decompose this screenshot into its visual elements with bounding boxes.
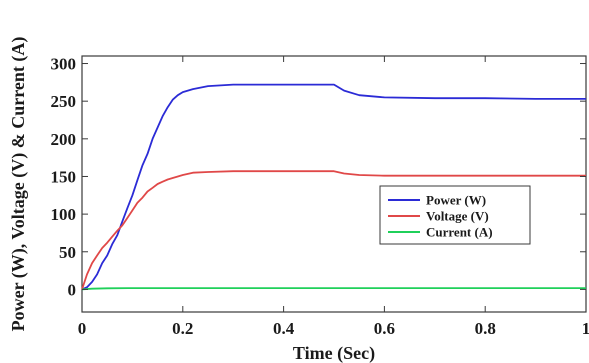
legend-label: Voltage (V): [426, 209, 489, 224]
series-line-current-a: [81, 287, 586, 291]
y-tick-label: 50: [59, 243, 76, 262]
y-tick-label: 0: [68, 280, 77, 299]
series-layer: [81, 83, 586, 291]
tick-layer: 0 50 100 150 200 250 300 0 0.2 0.4 0.6 0.8 1: [51, 55, 589, 338]
legend-label: Power (W): [426, 193, 486, 208]
series-line-power-w: [81, 83, 586, 291]
legend-label: Current (A): [426, 225, 493, 240]
x-tick-label: 0.2: [172, 319, 193, 338]
x-axis-label: Time (Sec): [293, 343, 375, 363]
y-tick-label: 150: [51, 167, 77, 186]
y-axis-label: Power (W), Voltage (V) & Current (A): [8, 37, 29, 332]
x-tick-label: 0.4: [273, 319, 295, 338]
y-tick-label: 250: [51, 92, 77, 111]
x-tick-label: 1: [582, 319, 589, 338]
y-tick-label: 100: [51, 205, 77, 224]
legend: Power (W)Voltage (V)Current (A): [379, 185, 531, 245]
y-tick-label: 300: [51, 55, 77, 74]
y-tick-label: 200: [51, 130, 77, 149]
x-tick-label: 0: [78, 319, 87, 338]
x-tick-label: 0.8: [475, 319, 496, 338]
x-tick-label: 0.6: [374, 319, 395, 338]
series-line-voltage-v: [81, 170, 586, 290]
